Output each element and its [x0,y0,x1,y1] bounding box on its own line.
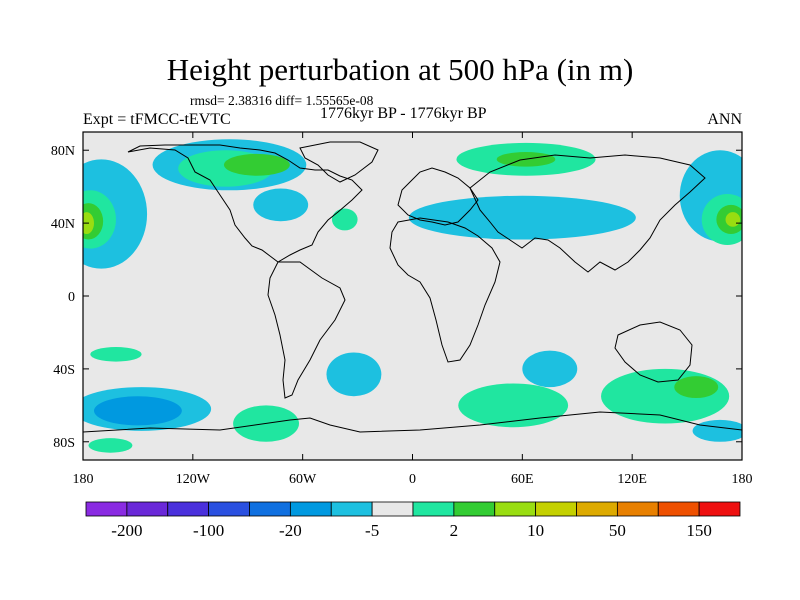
colorbar-swatch [249,501,291,517]
plot-title: Height perturbation at 500 hPa (in m) [166,52,634,87]
colorbar-swatch [330,501,373,517]
colorbar: -200 -100 -20 -5 2 10 50 150 [85,501,741,540]
contour-indian-ocean-high [458,383,569,428]
colorbar-swatch [616,501,659,517]
x-tick-label: 180 [73,472,94,487]
colorbar-swatch [208,501,250,517]
contour-australia-core [674,376,719,399]
colorbar-swatch [494,501,537,517]
colorbar-swatch [126,501,169,517]
colorbar-label: -200 [111,521,142,540]
contour-ross-sea-low [692,419,742,442]
colorbar-swatch [371,501,414,517]
colorbar-label: 10 [527,521,544,540]
colorbar-swatch [289,501,332,517]
colorbar-swatch [85,501,128,517]
colorbar-label: -20 [279,521,302,540]
x-tick-label: 0 [409,472,416,487]
stats-label: rmsd= 2.38316 diff= 1.55565e-08 [190,93,374,108]
contour-weddell-high [88,438,133,453]
contour-australia-high [601,368,730,424]
coastline-layer [83,141,742,433]
period-label: 1776kyr BP - 1776kyr BP [320,105,487,122]
colorbar-swatch [698,501,741,517]
colorbar-swatch [657,501,700,517]
contour-west-pacific-c [725,212,741,227]
y-tick-label: 0 [68,290,75,305]
coastline-europe [397,167,479,226]
x-tick-label: 180 [732,472,753,487]
colorbar-swatch [167,501,210,517]
contour-eurasia-low [408,195,636,240]
contour-south-atlantic-low [326,352,382,397]
colorbar-label: 50 [609,521,626,540]
coastline-africa [389,217,501,363]
y-tick-label: 40S [53,363,75,378]
y-tick-label: 80N [51,144,75,159]
contour-east-us-low [253,188,309,222]
contour-indian-ocean-low [522,350,578,388]
y-tick-label: 80S [53,436,75,451]
contour-greenland-high [223,153,290,176]
contour-south-pacific-core [93,396,182,426]
x-tick-label: 60E [511,472,534,487]
x-tick-label: 60W [289,472,317,487]
coastline-asia [469,154,706,273]
colorbar-label: -5 [365,521,379,540]
coastline-australia [614,321,693,383]
colorbar-swatch [412,501,455,517]
x-tick-label: 120E [617,472,647,487]
contour-south-pacific-high [90,347,142,362]
colorbar-swatch [535,501,577,517]
colorbar-swatch [576,501,618,517]
contour-north-atlantic-high [331,208,358,231]
coastline-greenland [299,141,379,183]
axis-ticks: 180 120W 60W 0 60E 120E 180 80N 40N 0 40S 80S [51,132,753,487]
experiment-label: Expt = tFMCC-tEVTC [83,111,231,128]
colorbar-swatch [453,501,496,517]
coastline-north-america [127,144,363,263]
coastline-south-america [267,261,346,399]
y-tick-label: 40N [51,217,75,232]
season-label: ANN [707,111,742,128]
colorbar-label: 150 [686,521,712,540]
colorbar-label: 2 [450,521,459,540]
x-tick-label: 120W [176,472,211,487]
colorbar-label: -100 [193,521,224,540]
coastline-antarctica [83,411,742,433]
